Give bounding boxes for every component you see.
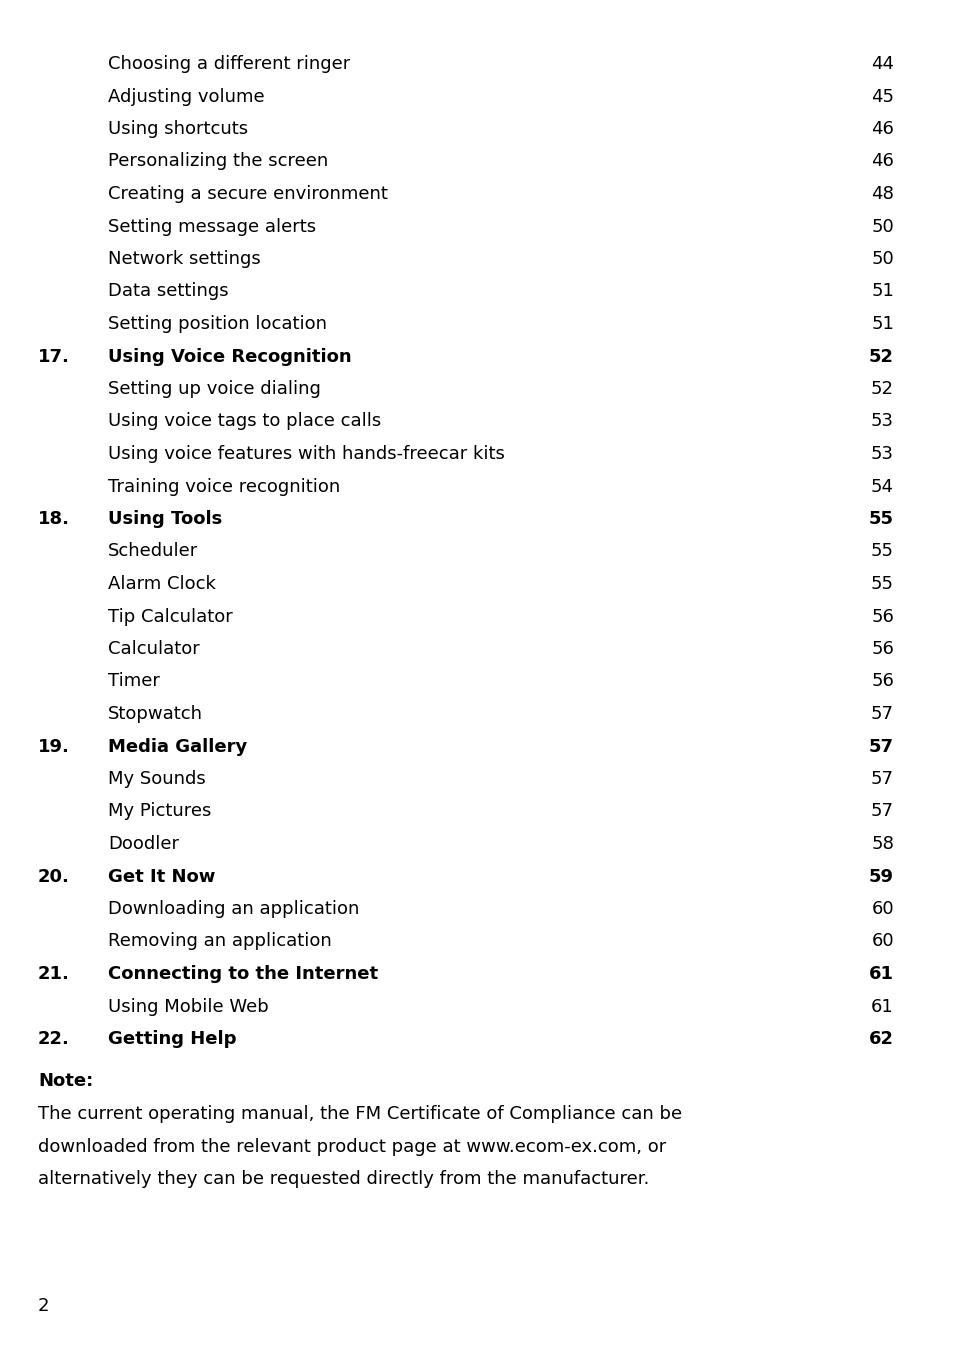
Text: Network settings: Network settings bbox=[108, 250, 260, 268]
Text: Using voice features with hands-freecar kits: Using voice features with hands-freecar … bbox=[108, 445, 504, 463]
Text: Get It Now: Get It Now bbox=[108, 868, 215, 885]
Text: Using Voice Recognition: Using Voice Recognition bbox=[108, 347, 352, 366]
Text: 55: 55 bbox=[870, 542, 893, 561]
Text: Choosing a different ringer: Choosing a different ringer bbox=[108, 55, 350, 73]
Text: alternatively they can be requested directly from the manufacturer.: alternatively they can be requested dire… bbox=[38, 1170, 649, 1188]
Text: 55: 55 bbox=[870, 576, 893, 593]
Text: Connecting to the Internet: Connecting to the Internet bbox=[108, 964, 377, 983]
Text: 55: 55 bbox=[868, 510, 893, 529]
Text: 60: 60 bbox=[870, 900, 893, 919]
Text: Setting position location: Setting position location bbox=[108, 315, 327, 334]
Text: 46: 46 bbox=[870, 152, 893, 171]
Text: Scheduler: Scheduler bbox=[108, 542, 198, 561]
Text: The current operating manual, the FM Certificate of Compliance can be: The current operating manual, the FM Cer… bbox=[38, 1106, 681, 1123]
Text: 56: 56 bbox=[870, 640, 893, 658]
Text: 22.: 22. bbox=[38, 1030, 70, 1048]
Text: 53: 53 bbox=[870, 445, 893, 463]
Text: 45: 45 bbox=[870, 87, 893, 105]
Text: downloaded from the relevant product page at www.ecom-ex.com, or: downloaded from the relevant product pag… bbox=[38, 1138, 665, 1155]
Text: 52: 52 bbox=[868, 347, 893, 366]
Text: Setting message alerts: Setting message alerts bbox=[108, 218, 315, 235]
Text: 57: 57 bbox=[870, 803, 893, 820]
Text: 20.: 20. bbox=[38, 868, 70, 885]
Text: 51: 51 bbox=[870, 315, 893, 334]
Text: Downloading an application: Downloading an application bbox=[108, 900, 359, 919]
Text: Timer: Timer bbox=[108, 672, 160, 690]
Text: 53: 53 bbox=[870, 413, 893, 430]
Text: 44: 44 bbox=[870, 55, 893, 73]
Text: 18.: 18. bbox=[38, 510, 70, 529]
Text: Tip Calculator: Tip Calculator bbox=[108, 608, 233, 625]
Text: My Pictures: My Pictures bbox=[108, 803, 212, 820]
Text: 21.: 21. bbox=[38, 964, 70, 983]
Text: Note:: Note: bbox=[38, 1072, 93, 1091]
Text: 54: 54 bbox=[870, 477, 893, 495]
Text: 17.: 17. bbox=[38, 347, 70, 366]
Text: 46: 46 bbox=[870, 120, 893, 139]
Text: 2: 2 bbox=[38, 1297, 50, 1315]
Text: 57: 57 bbox=[868, 737, 893, 756]
Text: Using voice tags to place calls: Using voice tags to place calls bbox=[108, 413, 381, 430]
Text: Using Mobile Web: Using Mobile Web bbox=[108, 998, 269, 1015]
Text: Adjusting volume: Adjusting volume bbox=[108, 87, 264, 105]
Text: 57: 57 bbox=[870, 769, 893, 788]
Text: Personalizing the screen: Personalizing the screen bbox=[108, 152, 328, 171]
Text: 62: 62 bbox=[868, 1030, 893, 1048]
Text: 50: 50 bbox=[870, 218, 893, 235]
Text: Data settings: Data settings bbox=[108, 282, 229, 300]
Text: 48: 48 bbox=[870, 186, 893, 203]
Text: 52: 52 bbox=[870, 381, 893, 398]
Text: Removing an application: Removing an application bbox=[108, 932, 332, 951]
Text: 50: 50 bbox=[870, 250, 893, 268]
Text: 58: 58 bbox=[870, 835, 893, 853]
Text: Calculator: Calculator bbox=[108, 640, 199, 658]
Text: 56: 56 bbox=[870, 672, 893, 690]
Text: Alarm Clock: Alarm Clock bbox=[108, 576, 215, 593]
Text: 60: 60 bbox=[870, 932, 893, 951]
Text: Media Gallery: Media Gallery bbox=[108, 737, 247, 756]
Text: Using shortcuts: Using shortcuts bbox=[108, 120, 248, 139]
Text: 61: 61 bbox=[870, 998, 893, 1015]
Text: My Sounds: My Sounds bbox=[108, 769, 206, 788]
Text: Doodler: Doodler bbox=[108, 835, 179, 853]
Text: 61: 61 bbox=[868, 964, 893, 983]
Text: Setting up voice dialing: Setting up voice dialing bbox=[108, 381, 320, 398]
Text: Creating a secure environment: Creating a secure environment bbox=[108, 186, 388, 203]
Text: 57: 57 bbox=[870, 705, 893, 724]
Text: Training voice recognition: Training voice recognition bbox=[108, 477, 340, 495]
Text: Getting Help: Getting Help bbox=[108, 1030, 236, 1048]
Text: 59: 59 bbox=[868, 868, 893, 885]
Text: 51: 51 bbox=[870, 282, 893, 300]
Text: 19.: 19. bbox=[38, 737, 70, 756]
Text: Stopwatch: Stopwatch bbox=[108, 705, 203, 724]
Text: 56: 56 bbox=[870, 608, 893, 625]
Text: Using Tools: Using Tools bbox=[108, 510, 222, 529]
